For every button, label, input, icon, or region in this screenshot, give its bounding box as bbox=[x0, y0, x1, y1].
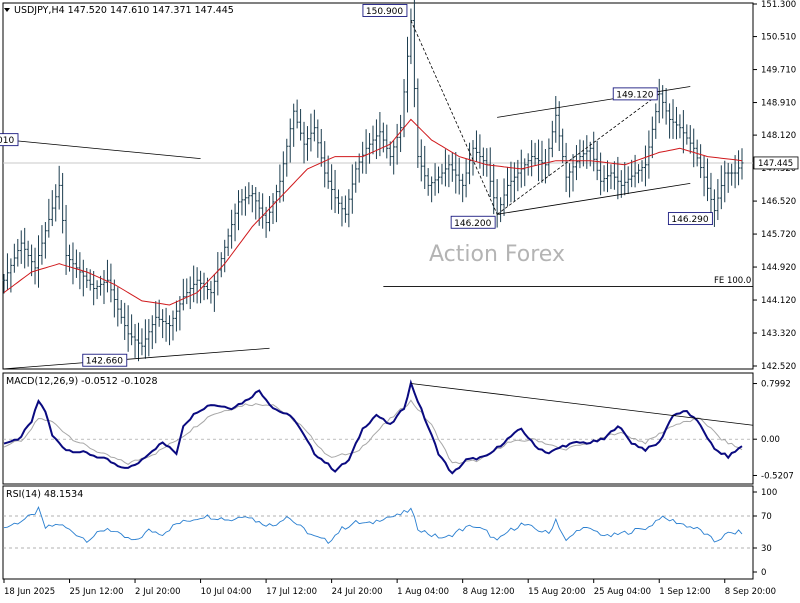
dashed-swing-up bbox=[496, 93, 660, 215]
price-axis-label: 146.520 bbox=[761, 197, 796, 207]
price-axis-label: 145.720 bbox=[761, 230, 796, 240]
price-annotation-box bbox=[362, 4, 408, 17]
time-axis-label: 8 Aug 12:00 bbox=[463, 587, 515, 597]
axis-layer: 151.300150.510149.710148.910148.120147.3… bbox=[3, 0, 799, 597]
trendline-lower-left bbox=[3, 347, 270, 370]
price-axis-label: 150.510 bbox=[761, 33, 796, 43]
time-axis-label: 8 Sep 20:00 bbox=[725, 587, 776, 597]
trendline-upper-left bbox=[3, 139, 201, 160]
price-annotation-box bbox=[0, 133, 19, 147]
price-annotation-box bbox=[82, 353, 128, 367]
annotation-layer: 150.900 149.120 146.200 146.290 142.660 148.0… bbox=[0, 4, 713, 367]
macd-layer bbox=[3, 379, 754, 475]
dashed-swing-down bbox=[410, 20, 498, 215]
candle-layer bbox=[2, 0, 744, 362]
rsi-axis-label: 100 bbox=[761, 488, 777, 498]
macd-axis-label: 0.00 bbox=[761, 435, 780, 445]
price-axis-label: 143.320 bbox=[761, 329, 796, 339]
time-axis-label: 1 Aug 04:00 bbox=[397, 587, 449, 597]
macd-axis-label: -0.5207 bbox=[761, 471, 794, 481]
time-axis-label: 25 Jun 12:00 bbox=[70, 587, 124, 597]
header-dropdown-icon[interactable] bbox=[4, 8, 10, 12]
time-axis-label: 2 Jul 20:00 bbox=[135, 587, 181, 597]
rsi-axis-label: 30 bbox=[761, 544, 772, 554]
rsi-axis-label: 0 bbox=[761, 568, 766, 578]
price-axis-label: 151.300 bbox=[761, 0, 796, 10]
current-price-label: 147.445 bbox=[758, 159, 793, 169]
time-axis-label: 18 Jun 2025 bbox=[4, 587, 55, 597]
price-header: USDJPY,H4 147.520 147.610 147.371 147.44… bbox=[14, 5, 234, 16]
price-annotation-label: 142.660 bbox=[86, 357, 123, 367]
price-axis-label: 142.520 bbox=[761, 362, 796, 372]
rsi-panel-frame bbox=[2, 485, 754, 580]
price-axis-label: 144.120 bbox=[761, 296, 796, 306]
price-panel-frame bbox=[2, 2, 754, 370]
channel-upper-line bbox=[497, 86, 691, 118]
time-axis-label: 15 Aug 20:00 bbox=[528, 587, 585, 597]
time-axis-label: 25 Aug 04:00 bbox=[594, 587, 651, 597]
macd-panel-frame bbox=[2, 372, 754, 485]
fe-label: FE 100.0 bbox=[714, 276, 751, 286]
watermark: Action Forex bbox=[429, 242, 565, 267]
price-annotation-label: 146.200 bbox=[454, 219, 491, 229]
price-axis-label: 148.910 bbox=[761, 99, 796, 109]
moving-average-line bbox=[3, 118, 743, 306]
time-axis-label: 24 Jul 20:00 bbox=[332, 587, 383, 597]
price-axis-label: 149.710 bbox=[761, 66, 796, 76]
price-axis-label: 148.120 bbox=[761, 131, 796, 141]
macd-axis-label: 0.7992 bbox=[761, 380, 791, 390]
macd-divergence-line bbox=[410, 383, 754, 426]
price-annotation-label: 150.900 bbox=[366, 7, 403, 17]
price-annotation-box bbox=[450, 215, 496, 229]
rsi-layer bbox=[3, 506, 743, 544]
rsi-line bbox=[3, 506, 743, 544]
current-price-tag bbox=[753, 156, 799, 170]
channel-lower-line bbox=[497, 182, 691, 215]
price-annotation-box bbox=[667, 212, 713, 226]
macd-main-line bbox=[3, 379, 743, 475]
price-lines-layer bbox=[3, 20, 753, 370]
price-axis-label: 144.920 bbox=[761, 263, 796, 273]
macd-header: MACD(12,26,9) -0.0512 -0.1028 bbox=[6, 376, 158, 387]
time-axis-label: 10 Jul 04:00 bbox=[201, 587, 252, 597]
rsi-header: RSI(14) 48.1534 bbox=[6, 489, 83, 500]
time-axis-label: 1 Sep 12:00 bbox=[659, 587, 710, 597]
price-annotation-label: 148.010 bbox=[0, 136, 14, 146]
time-axis-label: 17 Jul 12:00 bbox=[266, 587, 317, 597]
rsi-axis-label: 70 bbox=[761, 512, 772, 522]
price-annotation-label: 146.290 bbox=[671, 215, 708, 225]
price-annotation-label: 149.120 bbox=[616, 90, 653, 100]
macd-signal-line bbox=[3, 399, 743, 466]
price-annotation-box bbox=[612, 87, 658, 101]
